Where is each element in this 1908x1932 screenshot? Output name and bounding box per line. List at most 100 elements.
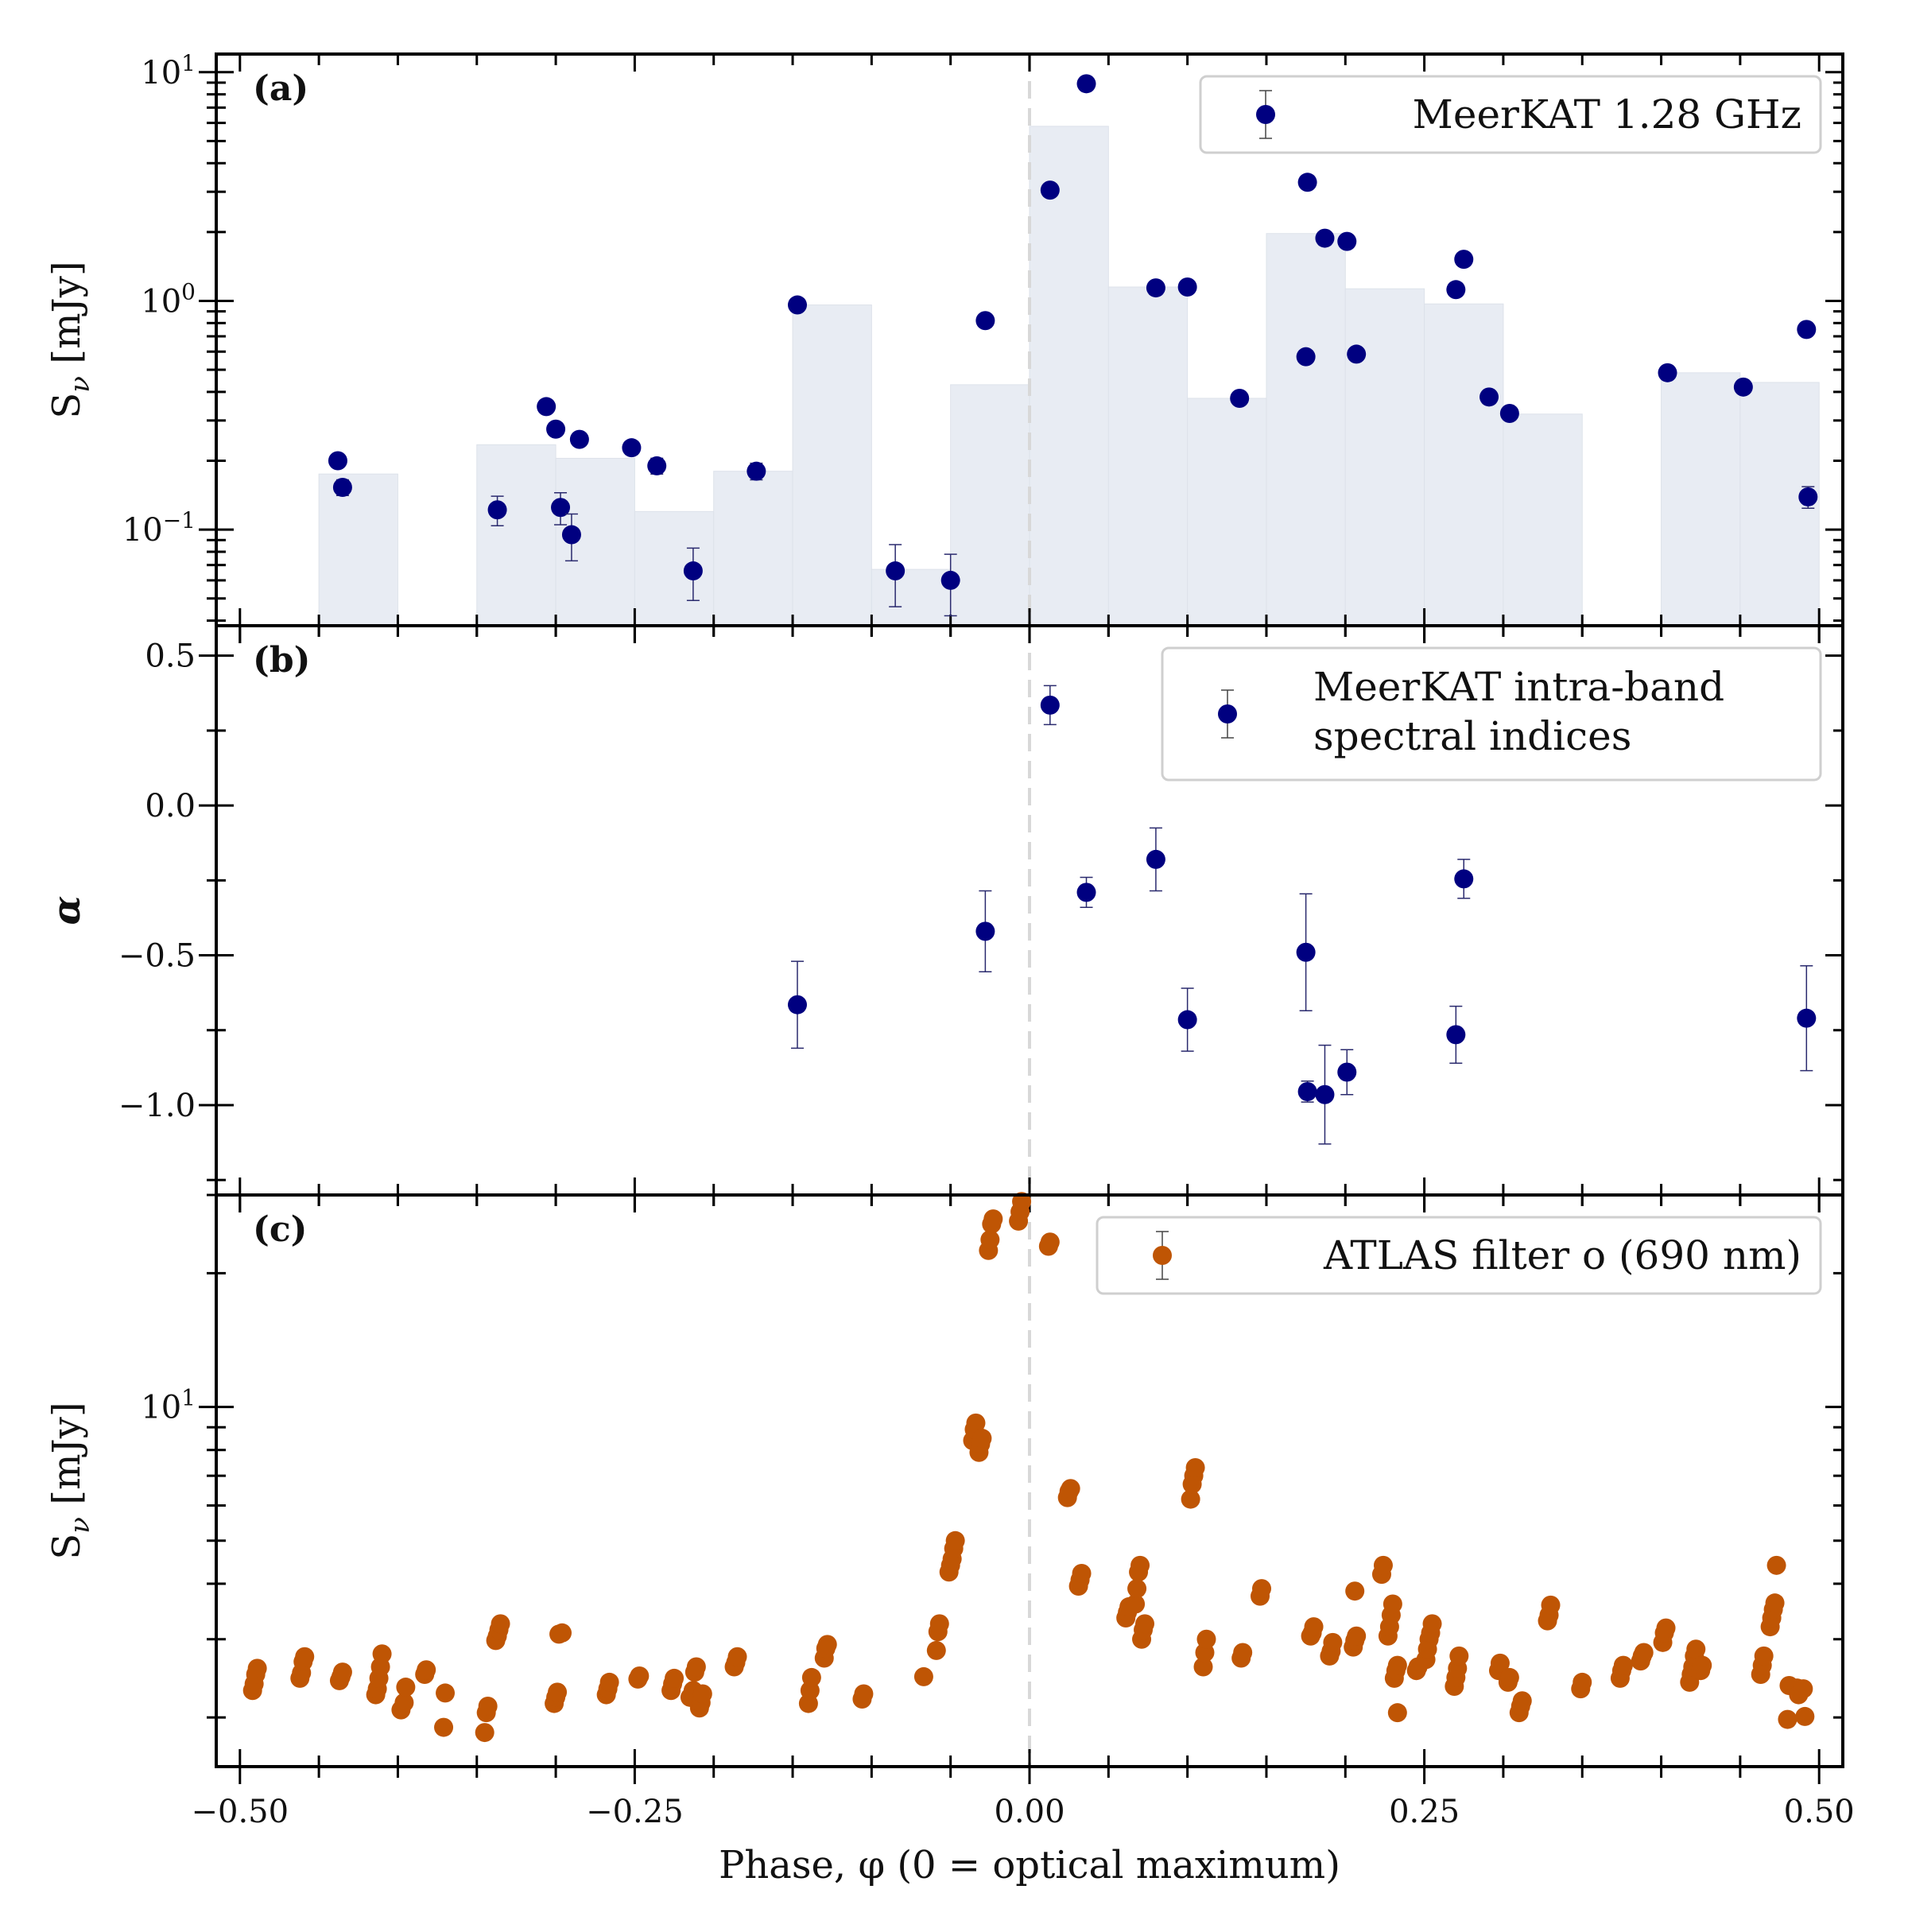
data-marker — [1686, 1639, 1706, 1659]
data-point — [1130, 1555, 1150, 1575]
panel-c: −0.50 −0.25 0.00 0.25 0.50 Phase, φ (0 = opti… — [45, 1192, 1855, 1887]
legend-box — [1199, 75, 1822, 154]
data-point — [975, 890, 995, 973]
data-point — [1177, 987, 1197, 1052]
panel-a: 10−1 100 101 Sν [mJy] (a) MeerKAT 1.28 GHz — [45, 50, 1844, 643]
data-point — [686, 1657, 706, 1677]
data-point — [1454, 859, 1474, 899]
data-marker — [1454, 869, 1474, 889]
data-point — [546, 419, 566, 439]
data-marker — [1573, 1672, 1592, 1692]
data-point — [328, 451, 347, 471]
data-marker — [1512, 1691, 1532, 1711]
data-point — [683, 547, 703, 601]
data-marker — [972, 1429, 992, 1449]
data-point — [630, 1666, 650, 1686]
data-marker — [1449, 1646, 1469, 1666]
data-marker — [1297, 1081, 1317, 1101]
data-marker — [1733, 377, 1753, 397]
data-marker — [1754, 1646, 1774, 1666]
data-point — [940, 553, 960, 617]
data-point — [665, 1668, 684, 1688]
data-marker — [1797, 1008, 1817, 1028]
data-point — [1658, 363, 1677, 382]
data-marker — [1126, 1594, 1146, 1614]
data-point — [1040, 1232, 1060, 1252]
data-marker — [1230, 388, 1250, 408]
data-marker — [1613, 1655, 1633, 1675]
panel-b: 0.5 0.0 −0.5 −1.0 α (b) MeerKAT intra-bandspec… — [45, 624, 1844, 1212]
data-point — [1454, 250, 1474, 270]
data-point — [945, 1530, 965, 1550]
data-marker — [1177, 277, 1197, 297]
y-tick-label: −1.0 — [118, 1088, 196, 1124]
data-marker — [647, 456, 667, 475]
x-tick-label: −0.50 — [192, 1794, 289, 1830]
data-point — [913, 1666, 933, 1686]
data-marker — [1795, 1706, 1815, 1726]
data-point — [975, 311, 995, 331]
data-marker — [295, 1647, 315, 1666]
data-point — [1315, 228, 1335, 248]
data-point — [478, 1697, 498, 1717]
data-point — [537, 397, 556, 417]
data-point — [332, 477, 352, 497]
data-point — [1766, 1555, 1786, 1575]
data-point — [1296, 347, 1316, 367]
histogram-bar — [1107, 286, 1189, 627]
data-point — [247, 1658, 267, 1678]
x-tick-label: 0.25 — [1389, 1794, 1460, 1830]
data-marker — [1252, 1579, 1272, 1599]
legend: MeerKAT 1.28 GHz — [1199, 75, 1822, 154]
data-marker — [1233, 1643, 1253, 1662]
data-marker — [1177, 1010, 1197, 1030]
data-point — [1499, 1667, 1519, 1687]
data-marker — [683, 561, 703, 581]
data-marker — [372, 1644, 392, 1664]
data-marker — [692, 1684, 712, 1704]
data-marker — [1296, 347, 1316, 367]
data-marker — [801, 1667, 821, 1687]
data-point — [1040, 685, 1060, 726]
data-point — [372, 1644, 392, 1664]
data-point — [817, 1635, 837, 1655]
data-point — [1040, 180, 1060, 200]
legend-marker — [1218, 704, 1237, 724]
data-point — [599, 1672, 619, 1692]
data-marker — [940, 570, 960, 590]
data-point — [1797, 320, 1817, 339]
data-point — [1347, 1626, 1367, 1646]
y-tick-label: 100 — [141, 278, 196, 320]
data-point — [548, 1682, 568, 1702]
y-tick-label: 10−1 — [122, 507, 196, 549]
data-point — [983, 1209, 1003, 1229]
data-marker — [1778, 1709, 1797, 1729]
panel-label: (c) — [253, 1209, 307, 1250]
data-marker — [854, 1684, 874, 1704]
x-axis-label: Phase, φ (0 = optical maximum) — [719, 1843, 1340, 1887]
data-point — [1126, 1594, 1146, 1614]
histogram-bar — [871, 568, 952, 627]
data-marker — [1387, 1655, 1407, 1675]
data-marker — [1479, 387, 1499, 407]
legend-marker — [1256, 105, 1275, 124]
data-marker — [1347, 344, 1367, 364]
data-marker — [966, 1413, 986, 1433]
data-point — [1185, 1457, 1205, 1477]
histogram-bar — [1266, 233, 1346, 627]
data-marker — [491, 1614, 510, 1634]
data-marker — [975, 311, 995, 331]
data-point — [1146, 278, 1165, 298]
x-tick-label: −0.25 — [586, 1794, 684, 1830]
data-marker — [1373, 1555, 1393, 1575]
x-tick-label: 0.50 — [1784, 1794, 1855, 1830]
data-marker — [487, 500, 507, 520]
axes-frame — [215, 1193, 1844, 1768]
data-marker — [1693, 1655, 1712, 1675]
data-point — [886, 544, 906, 607]
legend-label: ATLAS filter o (690 nm) — [1323, 1232, 1801, 1278]
panel-label: (b) — [253, 640, 310, 681]
data-marker — [1185, 1457, 1205, 1477]
